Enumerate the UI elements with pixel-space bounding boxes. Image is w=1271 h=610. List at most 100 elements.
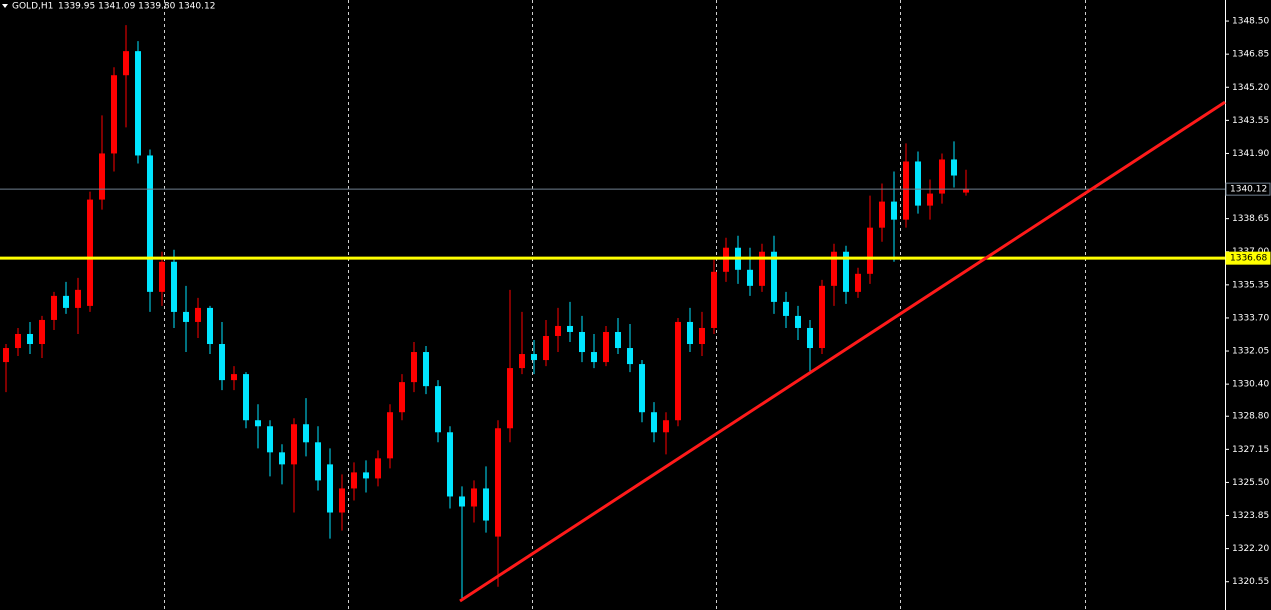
candle-body: [231, 374, 237, 381]
y-tick-label: 1325.50: [1232, 478, 1269, 488]
candle-body: [603, 331, 609, 363]
candle-body: [279, 452, 285, 465]
candle-body: [831, 251, 837, 286]
candle-body: [339, 488, 345, 513]
y-tick-label: 1332.05: [1232, 347, 1269, 357]
candle-body: [15, 333, 21, 349]
trendline: [459, 100, 1226, 603]
candle-body: [39, 319, 45, 345]
candle-body: [915, 161, 921, 206]
candle-body: [903, 161, 909, 220]
candle-body: [195, 307, 201, 322]
candle-body: [63, 295, 69, 308]
candle-body: [483, 488, 489, 521]
y-tick-label: 1346.85: [1232, 50, 1269, 60]
candle-body: [963, 189, 969, 193]
candle-body: [51, 295, 57, 320]
level-line-box: [1225, 251, 1271, 265]
candle-body: [711, 271, 717, 328]
y-tick-label: 1322.20: [1232, 544, 1269, 554]
candle-body: [183, 311, 189, 322]
candle-body: [591, 352, 597, 363]
y-tick-label: 1338.65: [1232, 214, 1269, 224]
candle-body: [567, 325, 573, 332]
y-tick-label: 1327.15: [1232, 445, 1269, 455]
candle-body: [435, 386, 441, 433]
price-line-label: 1340.12: [1230, 185, 1267, 195]
candle-body: [771, 251, 777, 302]
candle-body: [747, 269, 753, 286]
candle-body: [327, 464, 333, 513]
candle-body: [375, 458, 381, 479]
candle-body: [363, 472, 369, 479]
candle-body: [267, 426, 273, 453]
candle-body: [243, 374, 249, 421]
candle-body: [879, 201, 885, 228]
candle-body: [171, 261, 177, 312]
candle-body: [531, 354, 537, 361]
candle-body: [219, 344, 225, 381]
candle-body: [867, 227, 873, 274]
y-tick-label: 1333.70: [1232, 313, 1269, 323]
candle-body: [291, 424, 297, 465]
candle-body: [3, 348, 9, 363]
candle-body: [351, 472, 357, 489]
candle-body: [147, 155, 153, 292]
candle-body: [135, 51, 141, 156]
header-values: 1339.95 1341.09 1339.80 1340.12: [58, 2, 215, 12]
candle-body: [795, 315, 801, 328]
candle-body: [939, 159, 945, 194]
candle-body: [159, 261, 165, 292]
candle-body: [951, 159, 957, 176]
candle-body: [255, 420, 261, 427]
candle-body: [615, 331, 621, 349]
candle-body: [123, 51, 129, 76]
candle-body: [543, 335, 549, 361]
candle-body: [843, 251, 849, 292]
candle-body: [927, 193, 933, 206]
y-tick-label: 1330.40: [1232, 380, 1269, 390]
candle-body: [99, 153, 105, 200]
candle-body: [519, 354, 525, 369]
symbol: GOLD,H1: [12, 2, 53, 12]
price-line-box: [1225, 182, 1271, 196]
candle-body: [303, 424, 309, 443]
y-tick-label: 1341.90: [1232, 149, 1269, 159]
candle-body: [675, 321, 681, 421]
candle-body: [507, 368, 513, 429]
candle-body: [399, 382, 405, 413]
candle-body: [555, 325, 561, 336]
candle-body: [819, 285, 825, 349]
candle-body: [315, 442, 321, 481]
candle-body: [459, 496, 465, 507]
y-tick-label: 1328.80: [1232, 412, 1269, 422]
candle-body: [807, 327, 813, 349]
candle-body: [759, 251, 765, 286]
candle-body: [207, 307, 213, 345]
candle-body: [387, 412, 393, 459]
candle-body: [855, 273, 861, 292]
y-tick-label: 1345.20: [1232, 83, 1269, 93]
y-tick-label: 1320.55: [1232, 577, 1269, 587]
candle-body: [411, 352, 417, 383]
candle-body: [75, 289, 81, 308]
candle-body: [663, 420, 669, 433]
candle-body: [495, 428, 501, 537]
candle-body: [639, 364, 645, 413]
y-tick-label: 1323.85: [1232, 511, 1269, 521]
y-tick-label: 1348.50: [1232, 17, 1269, 27]
candle-body: [651, 412, 657, 433]
candle-body: [783, 301, 789, 316]
separators: [164, 0, 1086, 610]
candle-body: [27, 333, 33, 345]
y-tick-label: 1343.55: [1232, 116, 1269, 126]
candle-body: [471, 488, 477, 507]
level-line-label: 1336.68: [1230, 254, 1267, 264]
menu-arrow[interactable]: [2, 4, 8, 8]
candle-body: [579, 331, 585, 353]
candle-body: [891, 201, 897, 220]
candle-body: [87, 199, 93, 306]
candle-body: [111, 75, 117, 154]
